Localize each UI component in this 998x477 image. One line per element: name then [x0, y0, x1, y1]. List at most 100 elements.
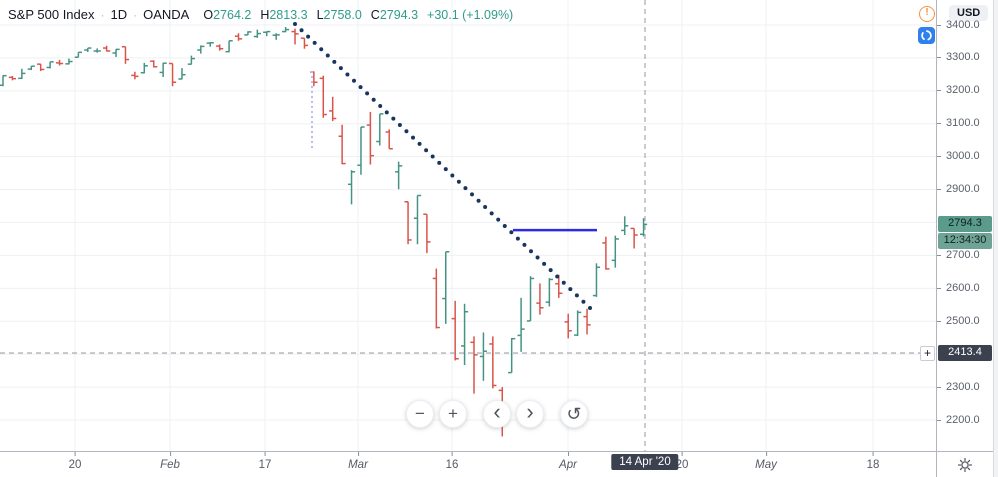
open-label: O	[203, 7, 214, 22]
price-chart-canvas[interactable]	[0, 0, 936, 451]
ohlc-bar	[319, 75, 327, 118]
chevron-left-icon: ‹	[493, 399, 501, 424]
high-label: H	[260, 7, 270, 22]
change-value: +30.1 (+1.09%)	[427, 7, 514, 22]
ohlc-bar	[357, 126, 365, 175]
price-tick-label: 3200.0	[937, 84, 993, 97]
zoom-in-button[interactable]: +	[439, 400, 467, 428]
ohlc-bar	[159, 62, 167, 78]
ohlc-bar	[8, 76, 17, 81]
ohlc-bar	[395, 161, 403, 190]
ohlc-bar	[46, 61, 54, 69]
ohlc-bar	[225, 40, 233, 53]
high-value: 2813.3	[269, 7, 308, 22]
ohlc-bar	[0, 74, 7, 87]
time-axis[interactable]: 14 Apr '20 20 Feb 17 Mar 16 Apr 20 May 18	[0, 451, 936, 477]
price-tick-label: 3100.0	[937, 117, 993, 130]
ohlc-bar	[460, 303, 469, 366]
ohlc-bar	[564, 313, 572, 339]
ohlc-bar	[451, 300, 459, 361]
ohlc-bar	[347, 170, 356, 205]
low-label: L	[316, 7, 324, 22]
plus-icon: +	[448, 404, 458, 423]
ohlc-bar	[37, 63, 45, 72]
ohlc-bar	[272, 33, 280, 40]
zoom-out-button[interactable]: −	[406, 400, 434, 428]
close-value: 2794.3	[379, 7, 419, 22]
reset-icon: ↺	[566, 403, 582, 424]
dotted-trendline	[293, 22, 592, 310]
ohlc-bar	[489, 336, 497, 389]
ohlc-bar	[140, 62, 148, 74]
ohlc-bar	[244, 31, 252, 36]
ohlc-bar	[329, 96, 337, 122]
legend-separator: ·	[100, 7, 105, 22]
last-price-label: 2794.3	[938, 216, 992, 233]
scroll-left-button[interactable]: ‹	[483, 399, 511, 428]
ohlc-bar	[630, 227, 638, 249]
legend-separator: ·	[133, 7, 138, 22]
price-tick-label: 2300.0	[937, 381, 993, 394]
ohlc-bar	[517, 297, 525, 352]
ohlc-bar	[526, 276, 535, 322]
bar-countdown-label: 12:34:30	[938, 233, 992, 250]
crosshair-price-label: 2413.4	[938, 345, 992, 361]
currency-chip[interactable]: USD	[949, 5, 989, 21]
ohlc-bars-layer	[0, 26, 648, 437]
ohlc-values: O2764.2 H2813.3 L2758.0 C2794.3	[203, 8, 418, 22]
exchange-name[interactable]: OANDA	[143, 7, 190, 22]
chart-legend: S&P 500 Index · 1D · OANDA O2764.2 H2813…	[8, 7, 513, 22]
price-tick-label: 2500.0	[937, 315, 993, 328]
interval-value[interactable]: 1D	[110, 7, 128, 22]
ohlc-bar	[413, 194, 422, 245]
ohlc-bar	[423, 213, 431, 254]
ohlc-bar	[168, 62, 177, 87]
minus-icon: −	[415, 404, 425, 423]
ohlc-bar	[583, 308, 591, 335]
window-scrollbar-strip[interactable]	[993, 0, 998, 477]
time-axis-label: 20	[69, 452, 81, 477]
ohlc-bar	[65, 58, 73, 65]
ohlc-bar	[555, 274, 563, 298]
ohlc-bar	[366, 111, 374, 165]
time-axis-label: 17	[259, 452, 271, 477]
ohlc-bar	[639, 218, 648, 237]
ohlc-bar	[432, 268, 440, 329]
grid-lines	[0, 0, 936, 451]
time-axis-label: Mar	[348, 452, 368, 477]
scroll-right-button[interactable]: ›	[516, 399, 544, 428]
crosshair-date-label: 14 Apr '20	[611, 454, 679, 470]
symbol-title[interactable]: S&P 500 Index	[8, 7, 95, 22]
chevron-right-icon: ›	[526, 399, 534, 424]
add-alert-plus-button[interactable]: +	[920, 345, 935, 361]
ohlc-bar	[338, 124, 346, 165]
price-tick-label: 3400.0	[937, 19, 993, 32]
ohlc-bar	[234, 33, 243, 41]
time-axis-label: May	[755, 452, 777, 477]
ohlc-bar	[112, 48, 120, 57]
low-value: 2758.0	[323, 7, 362, 22]
price-tick-label: 2200.0	[937, 414, 993, 427]
chart-pane[interactable]: S&P 500 Index · 1D · OANDA O2764.2 H2813…	[0, 0, 936, 451]
reset-chart-button[interactable]: ↺	[560, 400, 588, 428]
ohlc-bar	[376, 113, 384, 146]
ohlc-bar	[536, 283, 544, 315]
ohlc-bar	[131, 71, 139, 80]
ohlc-bar	[602, 236, 610, 270]
refresh-sync-button[interactable]	[918, 27, 935, 44]
ohlc-bar	[508, 337, 516, 374]
price-axis[interactable]: USD 2794.3 12:34:30 2413.4 3400.0 3300.0 3…	[936, 0, 993, 451]
price-tick-label: 3300.0	[937, 51, 993, 64]
gear-settings-icon[interactable]	[957, 457, 973, 473]
ohlc-bar	[103, 45, 111, 52]
ohlc-bar	[27, 65, 35, 71]
price-tick-label: 2900.0	[937, 183, 993, 196]
refresh-sync-icon	[921, 30, 932, 41]
time-axis-label: 16	[446, 452, 458, 477]
axis-corner	[936, 451, 993, 477]
ohlc-bar	[282, 26, 290, 33]
price-tick-label: 2600.0	[937, 282, 993, 295]
open-value: 2764.2	[213, 7, 252, 22]
delayed-data-warning-icon[interactable]: !	[919, 6, 935, 22]
